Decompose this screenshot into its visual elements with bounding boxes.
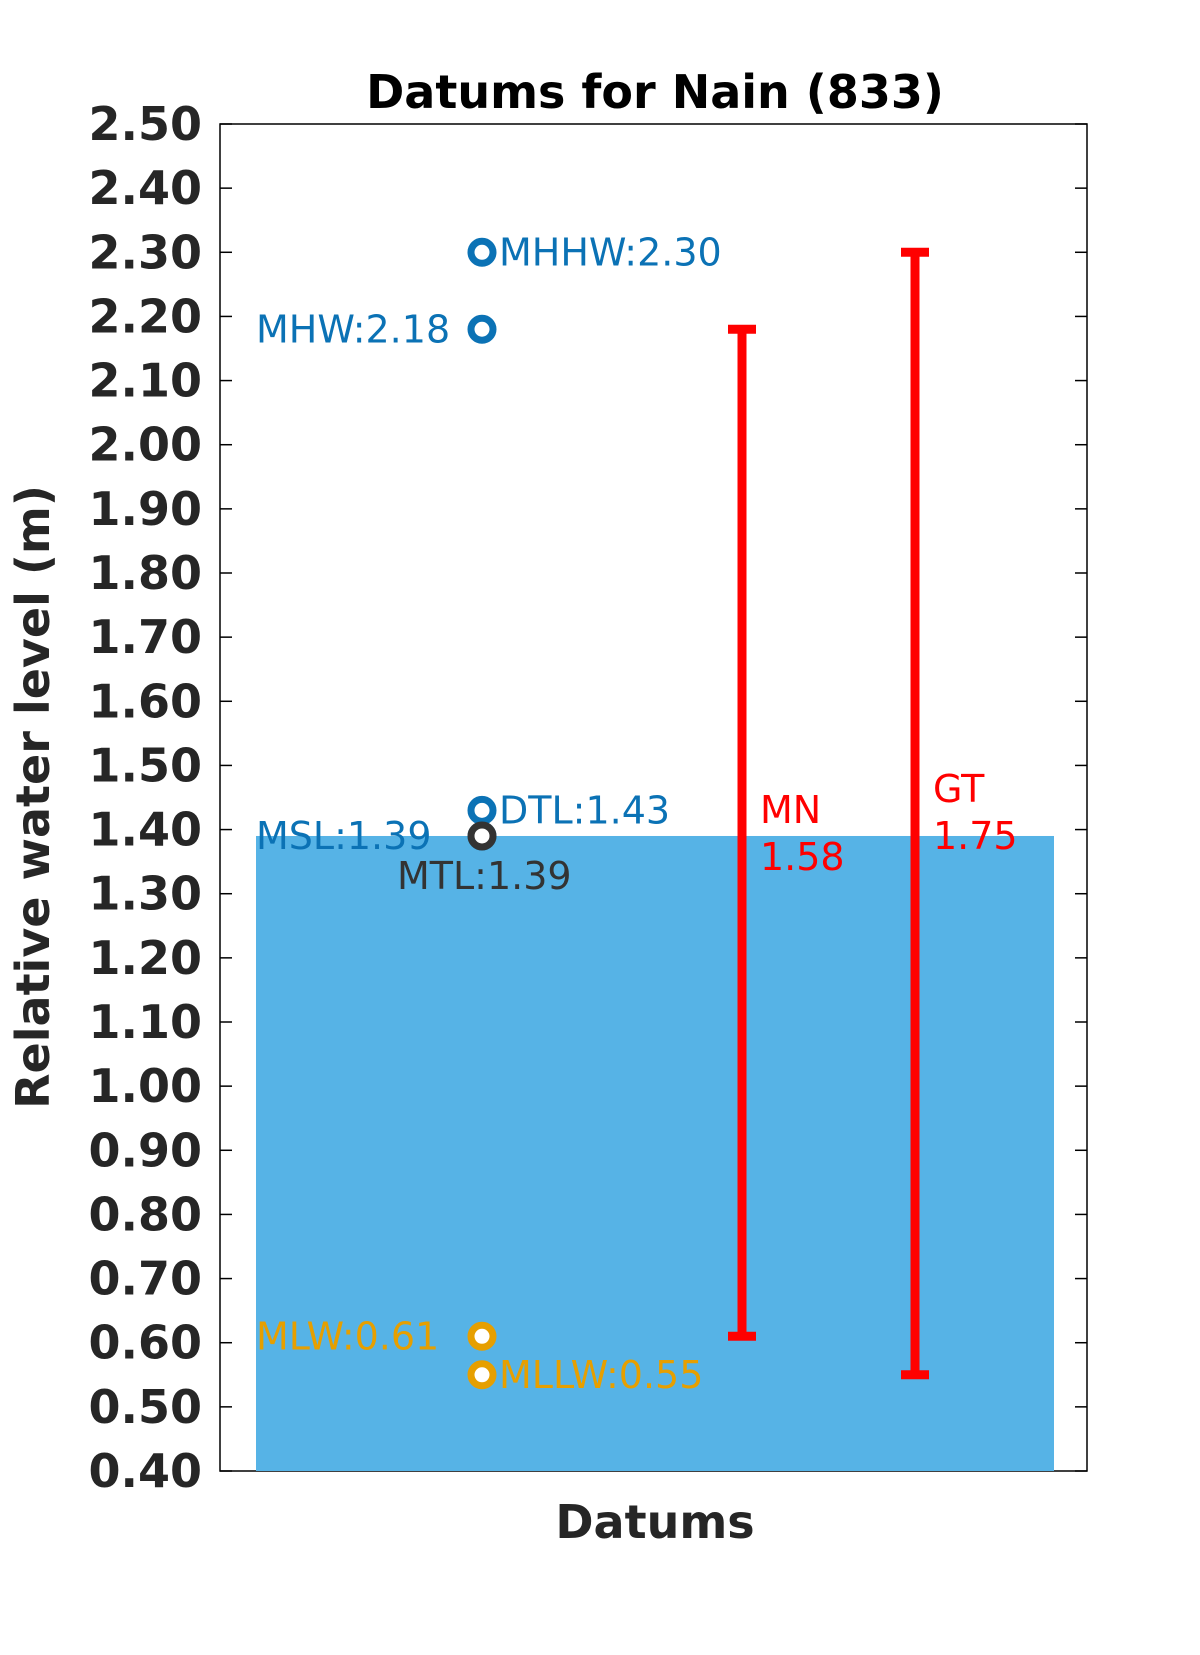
bar-layer bbox=[256, 835, 1054, 1471]
y-tick-label: 1.40 bbox=[89, 803, 203, 857]
y-tick-label: 2.10 bbox=[89, 354, 203, 408]
y-tick-label: 1.30 bbox=[89, 867, 203, 921]
y-tick-label: 0.40 bbox=[89, 1444, 203, 1498]
datum-label-mhhw: MHHW:2.30 bbox=[499, 230, 722, 274]
datum-marker-mllw bbox=[467, 1360, 497, 1390]
y-tick-label: 0.80 bbox=[89, 1187, 203, 1241]
y-tick-label: 0.50 bbox=[89, 1380, 203, 1434]
range-label-value: 1.75 bbox=[933, 814, 1018, 858]
y-axis-label: Relative water level (m) bbox=[6, 485, 60, 1109]
range-label-name: GT bbox=[933, 767, 985, 811]
datum-label-mtl: MTL:1.39 bbox=[397, 854, 572, 898]
range-label-value: 1.58 bbox=[760, 835, 845, 879]
y-tick-label: 1.20 bbox=[89, 931, 203, 985]
datum-marker-mtl bbox=[467, 821, 497, 851]
datum-marker-mhw bbox=[467, 314, 497, 344]
y-tick-label: 2.20 bbox=[89, 289, 203, 343]
datum-markers: MHHW:2.30 MHW:2.18 DTL:1.43 MSL:1.39MTL:1.3… bbox=[256, 230, 722, 1397]
datum-label-mhw: MHW:2.18 bbox=[256, 307, 450, 351]
datum-marker-mhhw bbox=[467, 237, 497, 267]
y-tick-label: 2.40 bbox=[89, 161, 203, 215]
y-tick-label: 2.50 bbox=[89, 97, 203, 151]
y-tick-label: 1.10 bbox=[89, 995, 203, 1049]
range-bars: MN1.58 GT1.75 bbox=[728, 247, 1018, 1380]
y-tick-label: 0.60 bbox=[89, 1316, 203, 1370]
x-axis-label: Datums bbox=[555, 1495, 754, 1549]
y-tick-label: 1.60 bbox=[89, 674, 203, 728]
y-tick-label: 0.70 bbox=[89, 1252, 203, 1306]
y-tick-label: 1.70 bbox=[89, 610, 203, 664]
y-tick-label: 0.90 bbox=[89, 1123, 203, 1177]
y-axis: 0.40 0.50 0.60 0.70 0.80 0.90 1.00 1.10 1.20 1.30… bbox=[89, 97, 1087, 1498]
datum-marker-dtl bbox=[467, 795, 497, 825]
datum-label-mlw: MLW:0.61 bbox=[256, 1314, 439, 1358]
datum-label-msl: MSL:1.39 bbox=[256, 814, 432, 858]
datum-label-dtl: DTL:1.43 bbox=[499, 788, 670, 832]
chart-title: Datums for Nain (833) bbox=[366, 65, 944, 119]
datum-label-mllw: MLLW:0.55 bbox=[499, 1353, 703, 1397]
bar-msl bbox=[256, 835, 1054, 1471]
y-tick-label: 1.90 bbox=[89, 482, 203, 536]
y-tick-label: 2.30 bbox=[89, 225, 203, 279]
y-tick-label: 1.50 bbox=[89, 738, 203, 792]
y-tick-label: 1.00 bbox=[89, 1059, 203, 1113]
range-label-name: MN bbox=[760, 788, 821, 832]
datum-marker-mlw bbox=[467, 1321, 497, 1351]
y-tick-label: 1.80 bbox=[89, 546, 203, 600]
y-tick-label: 2.00 bbox=[89, 418, 203, 472]
